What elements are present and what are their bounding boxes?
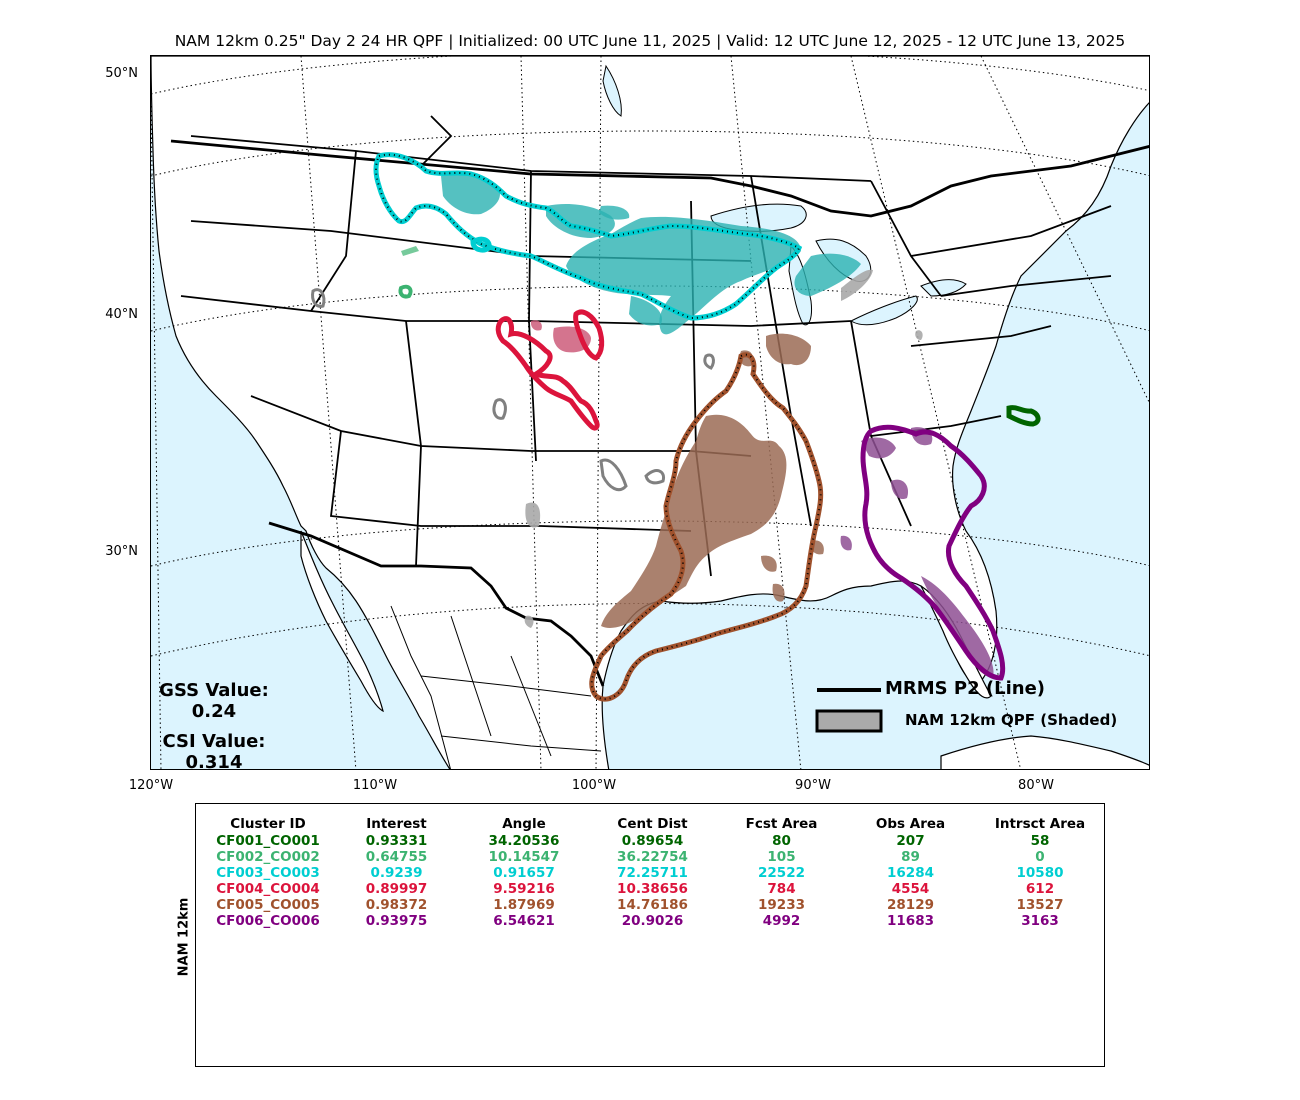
cell-fcst-area: 784 [767,881,796,897]
cf005-observed-outline-dots [590,353,822,701]
table-model-label: NAM 12km [176,897,192,977]
cell-angle: 6.54621 [493,913,555,929]
lon-label-80w: 80°W [1018,778,1054,793]
header-obs-area: Obs Area [875,816,946,832]
cf004-observed-outline [495,316,600,431]
lon-label-120w: 120°W [128,778,174,793]
cf005-forecast-area [601,333,824,628]
cell-intrsct-area: 612 [1025,881,1055,897]
cell-cent-dist: 36.22754 [617,849,688,865]
cell-fcst-area: 19233 [758,897,805,913]
gss-value: 0.24 [191,701,237,722]
table-row: CF001_CO001 0.93331 34.20536 0.89654 80 … [215,833,1093,849]
graticule [151,56,1149,769]
cell-angle: 10.14547 [488,849,560,865]
us-canada-border [170,139,1149,218]
cell-intrsct-area: 13527 [1016,897,1064,913]
gss-label: GSS Value: [159,680,269,701]
lon-label-110w: 110°W [352,778,398,793]
table-row: CF003_CO003 0.9239 0.91657 72.25711 2252… [215,865,1093,881]
cell-fcst-area: 4992 [762,913,801,929]
cell-cluster-id: CF005_CO005 [216,897,320,913]
lat-label-50: 50°N [105,66,138,81]
header-angle: Angle [502,816,546,832]
cell-interest: 0.93331 [365,833,428,849]
cell-fcst-area: 22522 [758,865,805,881]
cell-intrsct-area: 3163 [1021,913,1059,929]
csi-score: CSI Value: 0.314 [144,731,284,773]
cluster-table-panel [195,803,1105,1067]
header-intrsct-area: Intrsct Area [994,816,1086,832]
map-canvas [151,56,1149,769]
cluster-stats-table: Cluster ID Interest Angle Cent Dist Fcst… [215,815,1093,929]
cell-cent-dist: 10.38656 [617,881,688,897]
map-panel [150,55,1150,770]
cell-obs-area: 4554 [891,881,930,897]
table-row: CF002_CO002 0.64755 10.14547 36.22754 10… [215,849,1093,865]
legend-shaded-swatch [815,709,883,733]
cuba-island [940,735,1149,769]
cell-interest: 0.93975 [365,913,428,929]
lake-winnipeg [602,64,622,117]
cf006-observed-outline [860,424,1006,681]
cell-cent-dist: 0.89654 [621,833,684,849]
cell-intrsct-area: 0 [1035,849,1045,865]
cf001-observed-outline [1006,405,1041,427]
table-row: CF006_CO006 0.93975 6.54621 20.9026 4992… [215,913,1093,929]
cf002-forecast-area [401,246,419,256]
cell-cluster-id: CF002_CO002 [216,849,320,865]
cell-angle: 34.20536 [488,833,560,849]
legend-line-label: MRMS P2 (Line) [885,678,1046,699]
table-row: CF005_CO005 0.98372 1.87969 14.76186 192… [215,897,1093,913]
legend-shaded-label: NAM 12km QPF (Shaded) [905,711,1118,729]
lat-label-30: 30°N [105,544,138,559]
unmatched-observed-outline [311,288,715,492]
us-mexico-border [268,521,605,687]
cell-obs-area: 89 [901,849,920,865]
lat-label-40: 40°N [105,307,138,322]
baja-peninsula [300,530,384,713]
cell-cluster-id: CF004_CO004 [216,881,320,897]
map-title: NAM 12km 0.25" Day 2 24 HR QPF | Initial… [174,32,1126,50]
cell-interest: 0.98372 [365,897,428,913]
csi-value: 0.314 [185,752,243,773]
cf003-observed-outline [373,152,803,321]
cell-cluster-id: CF001_CO001 [216,833,320,849]
unmatched-forecast-area [524,269,923,628]
cell-cent-dist: 14.76186 [617,897,688,913]
cell-cluster-id: CF003_CO003 [216,865,320,881]
cf002-observed-outline [398,284,413,299]
cell-interest: 0.9239 [370,865,423,881]
cell-angle: 9.59216 [493,881,555,897]
lon-label-100w: 100°W [571,778,617,793]
cell-angle: 1.87969 [493,897,555,913]
header-interest: Interest [366,816,427,832]
cell-obs-area: 28129 [887,897,934,913]
cell-cent-dist: 20.9026 [621,913,684,929]
gss-score: GSS Value: 0.24 [144,680,284,722]
cell-cluster-id: CF006_CO006 [216,913,320,929]
cell-fcst-area: 105 [767,849,796,865]
cell-interest: 0.64755 [365,849,428,865]
cell-cent-dist: 72.25711 [617,865,688,881]
cell-angle: 0.91657 [493,865,555,881]
table-header-row: Cluster ID Interest Angle Cent Dist Fcst… [215,815,1093,833]
cell-obs-area: 207 [896,833,925,849]
csi-label: CSI Value: [162,731,266,752]
mexico-borders [390,605,602,769]
lon-label-90w: 90°W [795,778,831,793]
cell-obs-area: 11683 [887,913,934,929]
cell-obs-area: 16284 [887,865,934,881]
header-cluster-id: Cluster ID [230,816,306,832]
header-fcst-area: Fcst Area [745,816,818,832]
header-cent-dist: Cent Dist [617,816,688,832]
cell-interest: 0.89997 [365,881,428,897]
cf003-forecast-area [441,172,861,335]
cell-fcst-area: 80 [772,833,791,849]
cell-intrsct-area: 10580 [1016,865,1064,881]
cf006-forecast-area [840,427,994,676]
table-row: CF004_CO004 0.89997 9.59216 10.38656 784… [215,881,1093,897]
cell-intrsct-area: 58 [1030,833,1050,849]
